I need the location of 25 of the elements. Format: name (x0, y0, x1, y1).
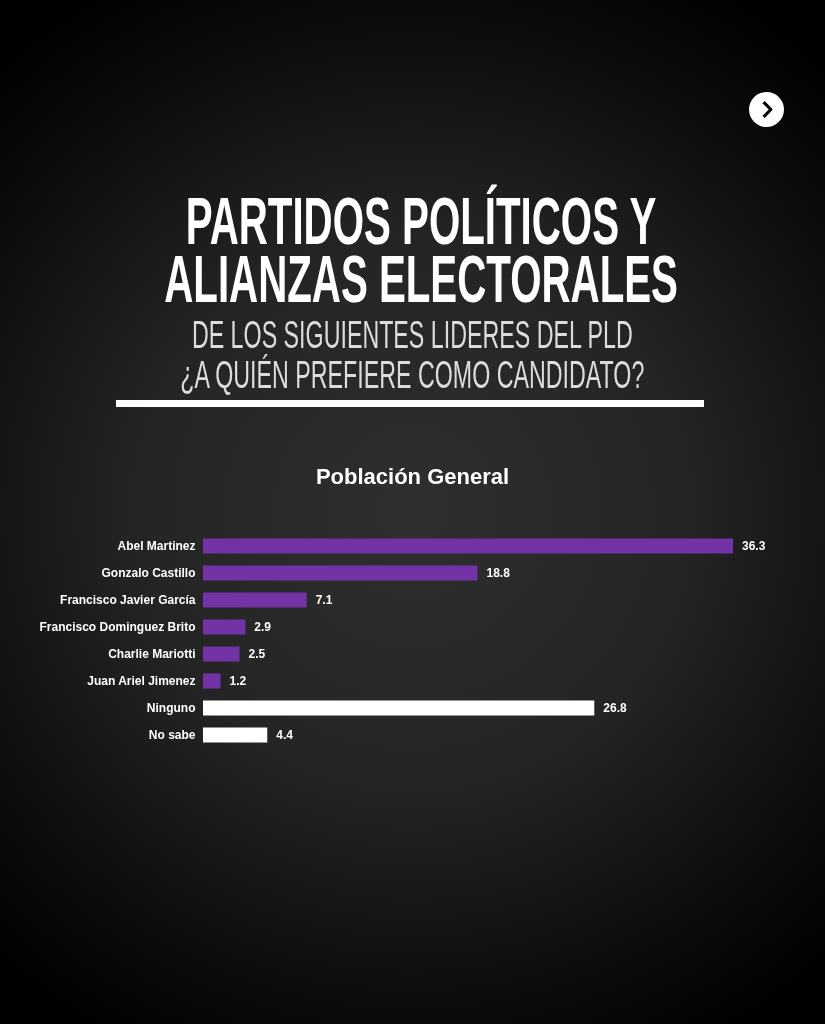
bar (203, 673, 221, 689)
bar (203, 538, 733, 554)
y-tick-label: Charlie Mariotti (108, 647, 196, 661)
data-label: 1.2 (229, 674, 247, 688)
data-label: 18.8 (486, 566, 511, 580)
y-tick-label: Francisco Dominguez Brito (39, 620, 196, 634)
bar (203, 592, 307, 608)
data-label: 4.4 (276, 728, 294, 742)
bar (203, 646, 240, 662)
y-tick-label: Francisco Javier García (60, 593, 196, 607)
y-tick-label: Abel Martinez (117, 539, 196, 553)
data-label: 2.5 (248, 647, 266, 661)
y-tick-label: Juan Ariel Jimenez (87, 674, 196, 688)
bar (203, 619, 246, 635)
data-label: 2.9 (254, 620, 272, 634)
data-label: 7.1 (315, 593, 333, 607)
bar (203, 727, 268, 743)
bar (203, 700, 595, 716)
y-tick-label: Ninguno (146, 701, 196, 715)
data-label: 36.3 (742, 539, 766, 553)
data-label: 26.8 (603, 701, 627, 715)
y-tick-label: No sabe (148, 728, 196, 742)
y-tick-label: Gonzalo Castillo (101, 566, 196, 580)
bar (203, 565, 478, 581)
text: Población General (315, 463, 510, 489)
